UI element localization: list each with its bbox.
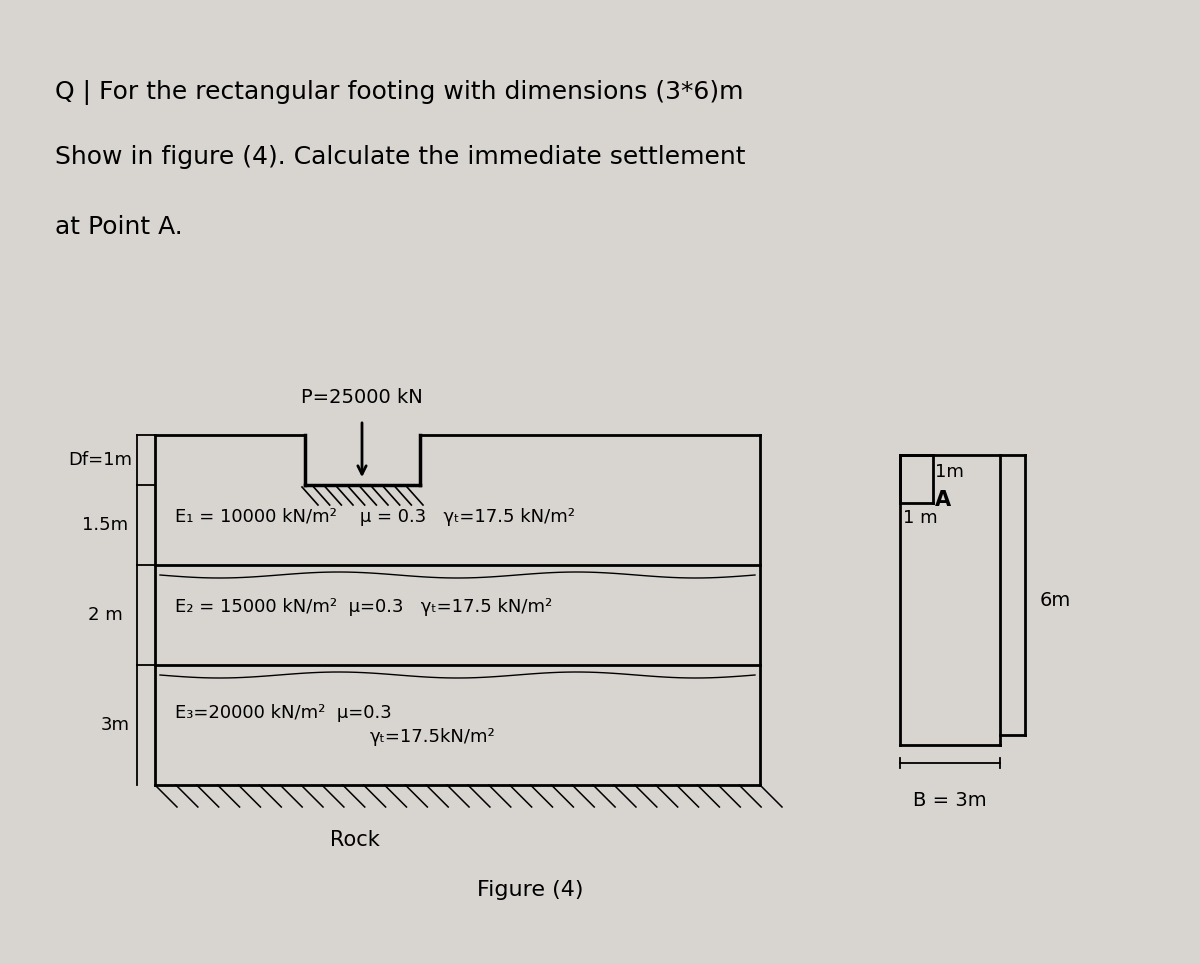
Text: Show in figure (4). Calculate the immediate settlement: Show in figure (4). Calculate the immedi… <box>55 145 745 169</box>
Text: E₃=20000 kN/m²  μ=0.3: E₃=20000 kN/m² μ=0.3 <box>175 704 391 722</box>
Text: γₜ=17.5kN/m²: γₜ=17.5kN/m² <box>370 728 496 746</box>
Text: Figure (4): Figure (4) <box>476 880 583 900</box>
Text: E₁ = 10000 kN/m²    μ = 0.3   γₜ=17.5 kN/m²: E₁ = 10000 kN/m² μ = 0.3 γₜ=17.5 kN/m² <box>175 508 575 526</box>
Text: P=25000 kN: P=25000 kN <box>301 388 422 407</box>
Text: Df=1m: Df=1m <box>68 451 132 469</box>
Text: E₂ = 15000 kN/m²  μ=0.3   γₜ=17.5 kN/m²: E₂ = 15000 kN/m² μ=0.3 γₜ=17.5 kN/m² <box>175 598 552 616</box>
Text: 3m: 3m <box>101 716 130 734</box>
Text: Rock: Rock <box>330 830 380 850</box>
Text: A: A <box>935 490 952 510</box>
Text: 1 m: 1 m <box>904 509 937 528</box>
Text: B = 3m: B = 3m <box>913 791 986 810</box>
Text: 6m: 6m <box>1040 590 1072 610</box>
Text: 1.5m: 1.5m <box>82 516 128 534</box>
Text: at Point A.: at Point A. <box>55 215 182 239</box>
Text: Q | For the rectangular footing with dimensions (3*6)m: Q | For the rectangular footing with dim… <box>55 80 744 105</box>
Text: 2 m: 2 m <box>88 606 122 624</box>
Text: 1m: 1m <box>935 463 965 481</box>
